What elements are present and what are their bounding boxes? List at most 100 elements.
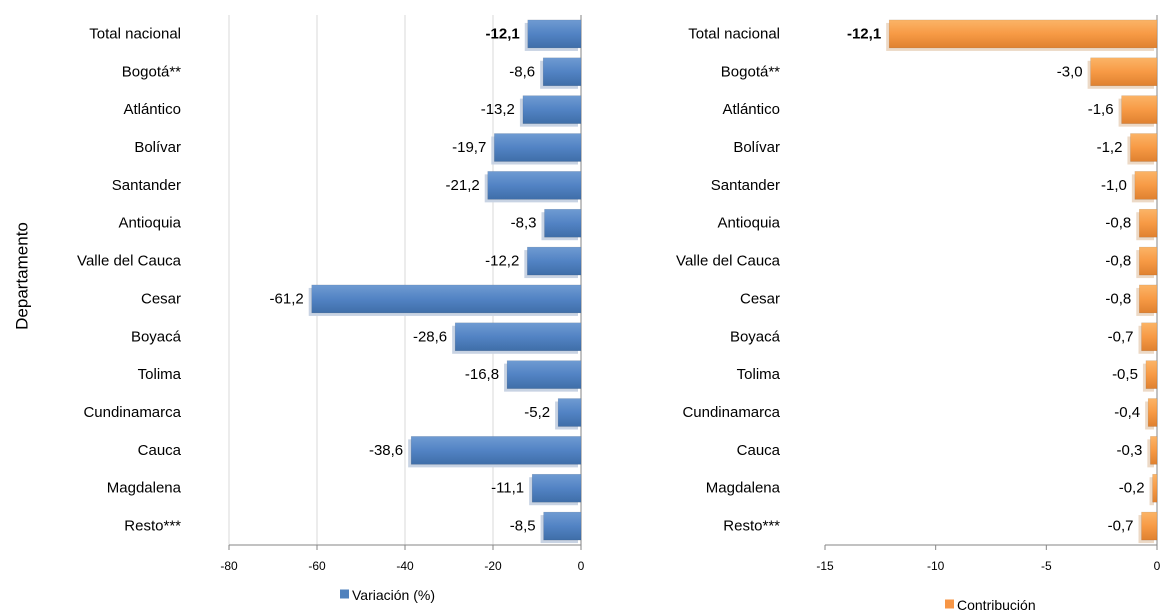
contribucion-bar-shadow	[1149, 477, 1154, 506]
variacion-chart: -80 -60 -40 -20 0 Total nacional -12,1 Bogotá**…	[77, 15, 585, 603]
data-label: -11,1	[491, 480, 524, 497]
x-tick-label: -40	[396, 559, 414, 573]
data-label: -38,6	[369, 442, 403, 459]
contribucion-chart: -15 -10 -5 0 Total nacional -12,1 Bogotá** -3,0…	[676, 15, 1161, 612]
data-label: -5,2	[524, 404, 550, 421]
category-label: Antioquia	[118, 215, 181, 232]
data-label: -0,8	[1105, 290, 1131, 307]
x-tick-label: -20	[484, 559, 502, 573]
category-label: Resto***	[124, 518, 181, 535]
contribucion-bar	[888, 19, 1158, 49]
x-tick-label: 0	[1154, 559, 1161, 573]
contribucion-bar	[1139, 208, 1158, 238]
category-label: Santander	[112, 177, 181, 194]
category-label: Tolima	[138, 366, 182, 383]
variacion-bar	[494, 133, 582, 162]
category-label: Total nacional	[688, 25, 780, 42]
category-label: Cesar	[141, 290, 181, 307]
contribucion-bar	[1145, 360, 1158, 389]
data-label: -19,7	[452, 139, 486, 156]
category-label: Valle del Cauca	[676, 253, 781, 270]
data-label: -0,4	[1114, 404, 1140, 421]
contribucion-bar	[1134, 171, 1158, 200]
category-label: Cundinamarca	[83, 404, 181, 421]
data-label: -1,6	[1088, 101, 1114, 118]
contribucion-bar	[1152, 473, 1158, 503]
variacion-bar	[506, 360, 582, 389]
category-label: Boyacá	[730, 328, 781, 345]
category-label: Cundinamarca	[682, 404, 780, 421]
data-label: -0,2	[1119, 480, 1145, 497]
contribucion-bar	[1090, 57, 1158, 87]
data-label: -21,2	[446, 177, 480, 194]
variacion-bar	[311, 284, 582, 314]
variacion-bar	[522, 95, 582, 124]
variacion-bar	[543, 511, 582, 541]
data-label: -3,0	[1057, 63, 1083, 80]
variacion-bar	[527, 19, 582, 49]
variacion-bar	[544, 208, 582, 238]
x-tick-label: -15	[816, 559, 834, 573]
variacion-bar	[527, 246, 582, 276]
category-label: Tolima	[737, 366, 781, 383]
contribucion-bar	[1130, 133, 1158, 162]
x-tick-label: -80	[220, 559, 238, 573]
category-label: Total nacional	[89, 25, 181, 42]
category-label: Bogotá**	[122, 63, 181, 80]
contribucion-bar	[1141, 511, 1158, 541]
category-label: Atlántico	[722, 101, 780, 118]
category-label: Santander	[711, 177, 780, 194]
contribucion-bar	[1139, 246, 1158, 276]
data-label: -0,8	[1105, 215, 1131, 232]
legend-swatch	[945, 599, 954, 609]
contribucion-bar	[1147, 398, 1158, 427]
category-label: Cesar	[740, 290, 780, 307]
x-tick-label: -60	[308, 559, 326, 573]
variacion-bar	[454, 322, 582, 352]
category-label: Valle del Cauca	[77, 253, 182, 270]
x-tick-label: -5	[1041, 559, 1052, 573]
x-tick-label: 0	[578, 559, 585, 573]
contribucion-bar	[1141, 322, 1158, 352]
data-label: -12,1	[847, 25, 881, 42]
x-tick-label: -10	[927, 559, 945, 573]
data-label: -13,2	[481, 101, 515, 118]
y-axis-title: Departamento	[13, 222, 32, 330]
category-label: Bolívar	[733, 139, 780, 156]
legend-label: Contribución	[957, 597, 1036, 612]
data-label: -8,5	[510, 518, 536, 535]
contribucion-bar	[1139, 284, 1158, 314]
data-label: -28,6	[413, 328, 447, 345]
data-label: -0,7	[1108, 518, 1134, 535]
category-label: Bolívar	[134, 139, 181, 156]
data-label: -16,8	[465, 366, 499, 383]
category-label: Cauca	[138, 442, 182, 459]
category-label: Atlántico	[123, 101, 181, 118]
category-label: Magdalena	[107, 480, 182, 497]
category-label: Magdalena	[706, 480, 781, 497]
data-label: -8,6	[509, 63, 535, 80]
data-label: -1,0	[1101, 177, 1127, 194]
data-label: -1,2	[1097, 139, 1123, 156]
category-label: Boyacá	[131, 328, 182, 345]
legend-label: Variación (%)	[352, 587, 435, 603]
variacion-bar	[410, 436, 582, 465]
category-label: Resto***	[723, 518, 780, 535]
variacion-bar	[487, 171, 582, 200]
contribucion-bar	[1121, 95, 1158, 124]
category-label: Antioquia	[717, 215, 780, 232]
variacion-bar	[531, 473, 582, 503]
data-label: -8,3	[511, 215, 537, 232]
data-label: -0,3	[1117, 442, 1143, 459]
category-label: Bogotá**	[721, 63, 780, 80]
contribucion-bar	[1150, 436, 1158, 465]
variacion-bar	[557, 398, 582, 427]
data-label: -12,1	[486, 25, 520, 42]
legend-swatch	[340, 589, 349, 599]
variacion-bar	[542, 57, 582, 87]
category-label: Cauca	[737, 442, 781, 459]
data-label: -0,7	[1108, 328, 1134, 345]
data-label: -61,2	[270, 290, 304, 307]
data-label: -0,8	[1105, 253, 1131, 270]
